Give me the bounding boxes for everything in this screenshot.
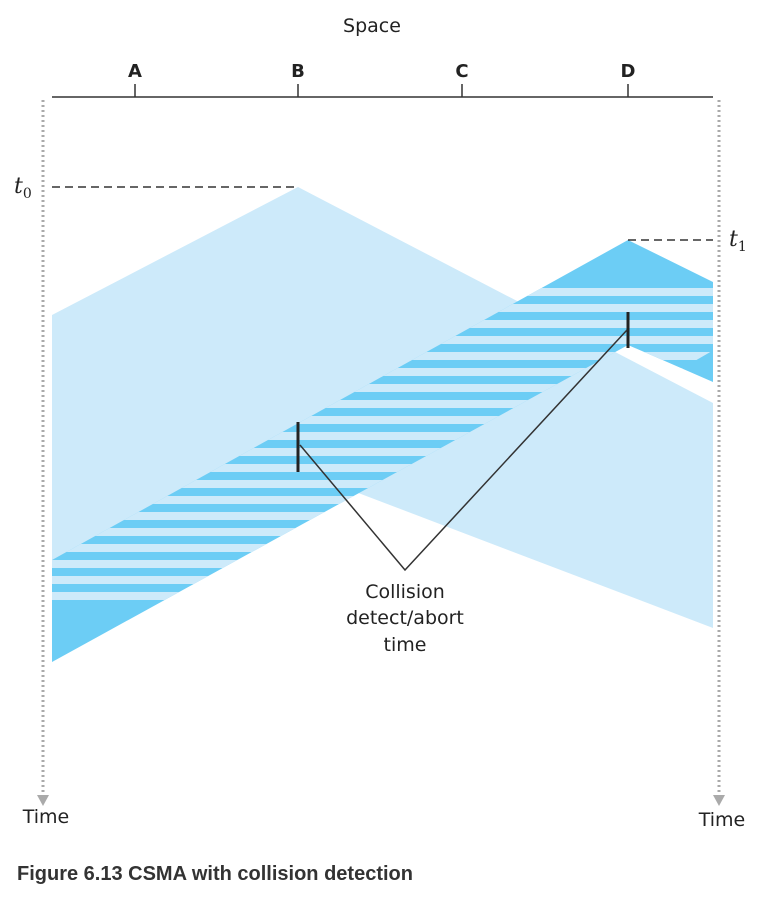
annotation: detect/abort [346, 607, 464, 629]
axis-label: Space [343, 15, 401, 37]
station-label: D [621, 61, 636, 82]
annotation: time [384, 634, 427, 656]
arrow-head [713, 795, 725, 806]
station-ticks [134, 84, 629, 97]
station-label: C [455, 61, 468, 82]
callout-lines [299, 329, 628, 572]
annotation: Collision [365, 581, 445, 603]
station-label: A [128, 61, 142, 82]
marker-t1: t1 [729, 227, 747, 255]
arrow-head [37, 795, 49, 806]
marker-t0: t0 [14, 174, 32, 202]
time-label: Time [698, 809, 746, 831]
station-label: B [291, 61, 305, 82]
caption: Figure 6.13 CSMA with collision detectio… [17, 863, 413, 885]
time-label: Time [22, 806, 70, 828]
